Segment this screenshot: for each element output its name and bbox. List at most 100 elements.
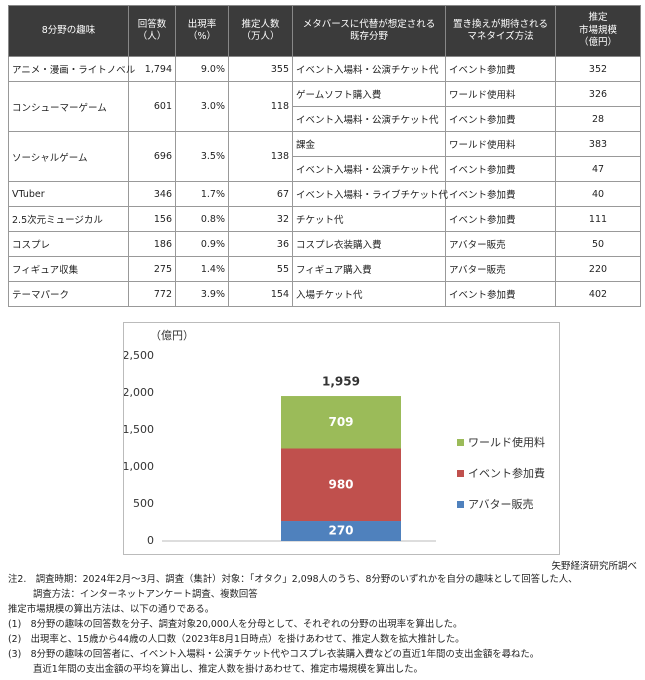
people-cell: 118 xyxy=(228,81,293,132)
table-row: ソーシャルゲーム 696 3.5% 138 課金 ワールド使用料 383 xyxy=(8,131,641,182)
method-cell: イベント参加費 xyxy=(445,181,556,207)
table-row: 2.5次元ミュージカル 156 0.8% 32 チケット代 イベント参加費 111 xyxy=(8,206,641,232)
y-tick-label: 0 xyxy=(147,534,154,547)
legend-label: アバター販売 xyxy=(468,498,534,511)
field-cell: 課金 xyxy=(292,131,446,157)
rate-cell: 3.9% xyxy=(175,281,229,307)
total-label: 1,959 xyxy=(322,375,360,389)
note-line: (1) 8分野の趣味の回答数を分子、調査対象20,000人を分母として、それぞれ… xyxy=(8,619,463,630)
y-tick-label: 500 xyxy=(133,497,154,510)
value-label: 270 xyxy=(328,524,353,538)
market-cell: 326 xyxy=(555,81,641,107)
y-tick-label: 1,500 xyxy=(124,423,154,436)
rate-cell: 3.0% xyxy=(175,81,229,132)
people-cell: 32 xyxy=(228,206,293,232)
y-unit-label: （億円） xyxy=(150,329,194,342)
method-cell: イベント参加費 xyxy=(445,206,556,232)
table-row: イベント入場料・公演チケット代 イベント参加費 47 xyxy=(9,156,641,182)
method-cell: アバター販売 xyxy=(445,231,556,257)
method-cell: イベント参加費 xyxy=(445,56,556,82)
chart: （億円） 0 500 1,000 1,500 2,000 2,500 270 980 709 1,9… xyxy=(123,329,546,547)
field-cell: フィギュア購入費 xyxy=(292,256,446,282)
hobby-cell: コスプレ xyxy=(8,231,129,257)
market-cell: 28 xyxy=(555,106,641,132)
market-cell: 50 xyxy=(555,231,641,257)
rate-cell: 1.4% xyxy=(175,256,229,282)
note-line: 直近1年間の支出金額の平均を算出し、推定人数を掛けあわせて、推定市場規模を算出し… xyxy=(33,664,423,675)
field-cell: イベント入場料・公演チケット代 xyxy=(292,56,446,82)
header-row: 8分野の趣味 回答数 （人） 出現率 （%） 推定人数 （万人） メタバースに代替が想定… xyxy=(8,5,641,57)
rate-cell: 9.0% xyxy=(175,56,229,82)
table-row: アニメ・漫画・ライトノベル 1,794 9.0% 355 イベント入場料・公演チケット代… xyxy=(8,56,641,82)
method-cell: アバター販売 xyxy=(445,256,556,282)
legend-label: ワールド使用料 xyxy=(468,435,545,449)
legend-label: イベント参加費 xyxy=(468,466,545,480)
y-tick-label: 2,000 xyxy=(124,386,154,399)
table-row: コンシューマーゲーム 601 3.0% 118 ゲームソフト購入費 ワールド使用料 326 xyxy=(8,81,641,132)
note-line: 調査方法：インターネットアンケート調査、複数回答 xyxy=(33,589,258,600)
header-cell: 推定 市場規模 （億円） xyxy=(555,5,641,57)
note-line: 注2. 調査時期：2024年2月～3月、調査（集計）対象：「オタク」2,098人… xyxy=(8,574,578,585)
people-cell: 138 xyxy=(228,131,293,182)
bar-segment xyxy=(281,521,401,541)
header-cell: 推定人数 （万人） xyxy=(228,5,293,57)
field-cell: チケット代 xyxy=(292,206,446,232)
notes: 注2. 調査時期：2024年2月～3月、調査（集計）対象：「オタク」2,098人… xyxy=(8,572,577,677)
market-cell: 383 xyxy=(555,131,641,157)
header-cell: 置き換えが期待される マネタイズ方法 xyxy=(445,5,556,57)
bar-segment xyxy=(281,396,401,449)
legend-swatch xyxy=(457,470,464,477)
chart-frame: （億円） 0 500 1,000 1,500 2,000 2,500 270 980 709 1,9… xyxy=(123,322,560,555)
hobby-cell: テーマパーク xyxy=(8,281,129,307)
hobby-cell: フィギュア収集 xyxy=(8,256,129,282)
respondents-cell: 772 xyxy=(128,281,176,307)
respondents-cell: 346 xyxy=(128,181,176,207)
header-cell: 回答数 （人） xyxy=(128,5,176,57)
header-cell: 8分野の趣味 xyxy=(8,5,129,57)
rate-cell: 1.7% xyxy=(175,181,229,207)
method-cell: イベント参加費 xyxy=(445,281,556,307)
bar-segment xyxy=(281,448,401,522)
respondents-cell: 601 xyxy=(128,81,176,132)
field-cell: 入場チケット代 xyxy=(292,281,446,307)
people-cell: 67 xyxy=(228,181,293,207)
value-label: 980 xyxy=(328,477,353,491)
hobby-cell: ソーシャルゲーム xyxy=(8,131,129,182)
field-cell: イベント入場料・公演チケット代 xyxy=(292,156,446,182)
people-cell: 55 xyxy=(228,256,293,282)
legend-swatch xyxy=(457,501,464,508)
method-cell: イベント参加費 xyxy=(445,156,556,182)
market-cell: 47 xyxy=(555,156,641,182)
market-table: 8分野の趣味 回答数 （人） 出現率 （%） 推定人数 （万人） メタバースに代替が想定… xyxy=(8,5,641,307)
table-row: コスプレ 186 0.9% 36 コスプレ衣装購入費 アバター販売 50 xyxy=(8,231,641,257)
market-cell: 220 xyxy=(555,256,641,282)
field-cell: コスプレ衣装購入費 xyxy=(292,231,446,257)
respondents-cell: 275 xyxy=(128,256,176,282)
value-label: 709 xyxy=(328,415,353,429)
field-cell: イベント入場料・ライブチケット代 xyxy=(292,181,448,207)
method-cell: ワールド使用料 xyxy=(445,131,556,157)
field-cell: ゲームソフト購入費 xyxy=(292,81,446,107)
header-cell: 出現率 （%） xyxy=(175,5,229,57)
field-cell: イベント入場料・公演チケット代 xyxy=(292,106,446,132)
respondents-cell: 696 xyxy=(128,131,176,182)
note-line: 推定市場規模の算出方法は、以下の通りである。 xyxy=(8,604,215,615)
rate-cell: 0.9% xyxy=(175,231,229,257)
table-row: テーマパーク 772 3.9% 154 入場チケット代 イベント参加費 402 xyxy=(8,281,641,307)
hobby-cell: VTuber xyxy=(8,181,129,207)
method-cell: イベント参加費 xyxy=(445,106,556,132)
header-cell: メタバースに代替が想定される 既存分野 xyxy=(292,5,446,57)
source: 矢野経済研究所調べ xyxy=(551,561,637,572)
rate-cell: 0.8% xyxy=(175,206,229,232)
market-cell: 111 xyxy=(555,206,641,232)
table-row: VTuber 346 1.7% 67 イベント入場料・ライブチケット代 イベント参加費 40 xyxy=(8,181,641,207)
hobby-cell: コンシューマーゲーム xyxy=(8,81,129,132)
respondents-cell: 186 xyxy=(128,231,176,257)
hobby-cell: 2.5次元ミュージカル xyxy=(8,206,129,232)
method-cell: ワールド使用料 xyxy=(445,81,556,107)
people-cell: 154 xyxy=(228,281,293,307)
people-cell: 355 xyxy=(228,56,293,82)
y-tick-label: 2,500 xyxy=(124,349,154,362)
hobby-cell: アニメ・漫画・ライトノベル xyxy=(8,56,135,82)
